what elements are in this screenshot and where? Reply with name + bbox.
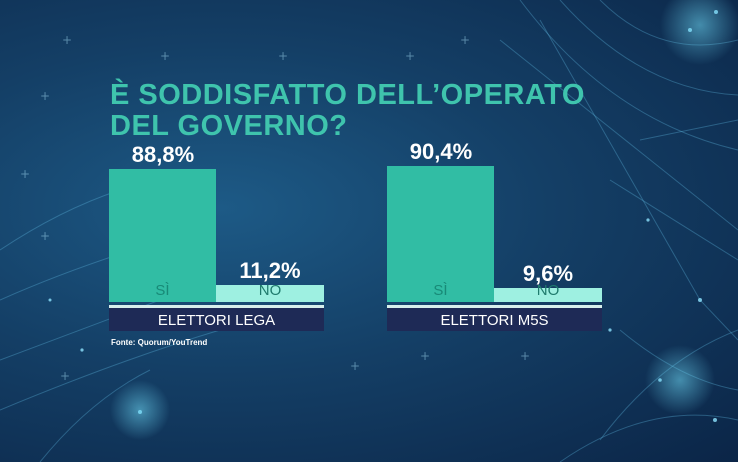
svg-text:+: + — [278, 49, 288, 63]
svg-text:+: + — [405, 49, 415, 63]
value-label-no: 9,6% — [522, 260, 574, 286]
bar-label-si: SÌ — [433, 282, 448, 299]
bar-label-no: NO — [536, 282, 560, 299]
bar-si: SÌ — [387, 166, 494, 302]
bar-label-no: NO — [258, 282, 282, 299]
chart-title-line-2: DEL GOVERNO? — [110, 110, 348, 142]
svg-text:+: + — [60, 369, 70, 383]
svg-text:+: + — [420, 349, 430, 363]
group-label: ELETTORI M5S — [387, 305, 602, 331]
bar-label-si: SÌ — [155, 282, 170, 299]
svg-text:+: + — [160, 49, 170, 63]
bar-si: SÌ — [109, 168, 216, 302]
svg-text:+: + — [520, 349, 530, 363]
source-note: Fonte: Quorum/YouTrend — [111, 338, 208, 347]
svg-text:+: + — [40, 89, 50, 103]
chart-elettori-lega: 88,8% 11,2% SÌ NO ELETTORI LEGA — [109, 140, 324, 340]
svg-text:+: + — [350, 359, 360, 373]
chart-title-line-1: È SODDISFATTO DELL’OPERATO — [110, 79, 585, 111]
bar-no: NO — [494, 283, 602, 302]
chart-elettori-m5s: 90,4% 9,6% SÌ NO ELETTORI M5S — [387, 140, 602, 340]
group-label: ELETTORI LEGA — [109, 305, 324, 331]
value-label-si: 88,8% — [131, 141, 195, 167]
svg-text:+: + — [40, 229, 50, 243]
chart-title: È SODDISFATTO DELL’OPERATO DEL GOVERNO? — [110, 80, 585, 142]
value-label-si: 90,4% — [409, 139, 473, 165]
svg-text:+: + — [62, 33, 72, 47]
bar-no: NO — [216, 282, 324, 302]
value-label-no: 11,2% — [239, 258, 301, 284]
svg-text:+: + — [20, 167, 30, 181]
svg-text:+: + — [460, 33, 470, 47]
